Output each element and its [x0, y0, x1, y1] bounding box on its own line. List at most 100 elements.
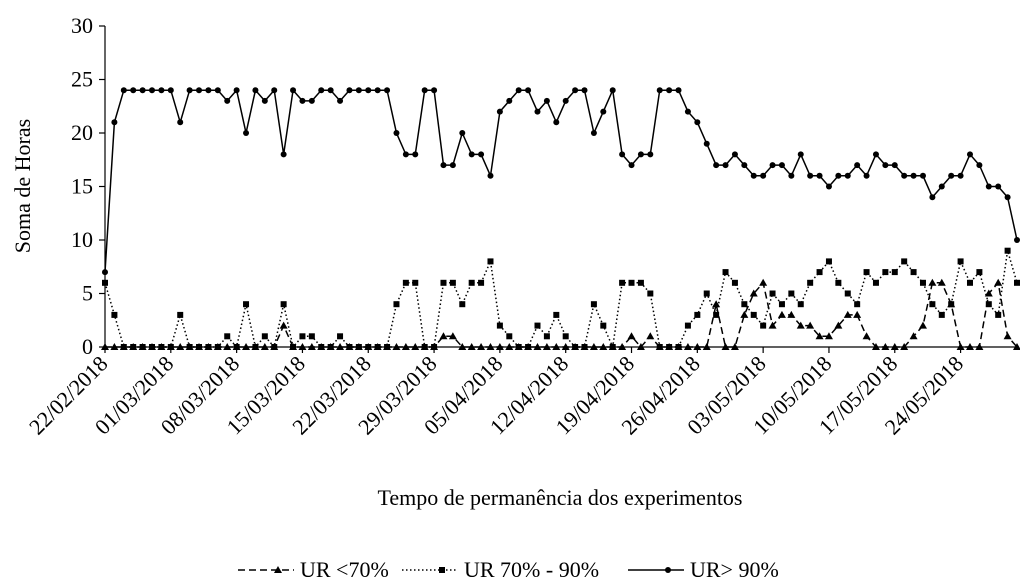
point	[938, 311, 945, 318]
point	[966, 151, 973, 158]
point	[796, 321, 805, 329]
point	[562, 97, 569, 104]
point	[260, 343, 269, 350]
point	[158, 344, 165, 350]
point	[891, 162, 898, 169]
point	[844, 290, 851, 297]
point	[882, 162, 889, 169]
point	[749, 289, 758, 297]
point	[534, 108, 541, 115]
point	[543, 333, 550, 340]
point	[853, 310, 862, 318]
point	[656, 87, 663, 94]
point	[572, 87, 579, 94]
point	[778, 301, 785, 308]
point	[177, 311, 184, 318]
point	[985, 301, 992, 308]
point	[872, 279, 879, 286]
point	[702, 343, 711, 350]
point	[411, 343, 420, 350]
point	[252, 87, 259, 94]
point	[797, 151, 804, 158]
legend-label: UR> 90%	[690, 557, 779, 582]
point	[505, 343, 514, 350]
point	[299, 333, 306, 340]
point	[619, 151, 626, 158]
point	[965, 343, 974, 350]
point	[572, 344, 579, 350]
point	[431, 87, 438, 94]
point	[994, 278, 1003, 286]
point	[901, 258, 908, 265]
point	[909, 332, 918, 340]
point	[495, 343, 504, 350]
point	[675, 87, 682, 94]
y-tick-label: 5	[82, 281, 93, 306]
point	[646, 332, 655, 340]
point	[515, 87, 522, 94]
point	[703, 140, 710, 147]
point	[975, 343, 984, 350]
point	[177, 119, 184, 126]
point	[1003, 332, 1012, 340]
point	[1004, 194, 1011, 201]
point	[176, 343, 185, 350]
point	[825, 258, 832, 265]
point	[111, 119, 118, 126]
point	[327, 87, 334, 94]
point	[807, 172, 814, 179]
point	[807, 279, 814, 286]
point	[214, 344, 221, 350]
point	[120, 87, 127, 94]
point	[243, 130, 250, 136]
point	[637, 151, 644, 158]
point	[759, 278, 768, 286]
point	[205, 87, 212, 94]
point	[337, 97, 344, 104]
point	[525, 344, 532, 350]
point	[843, 310, 852, 318]
point	[561, 343, 570, 350]
point	[824, 332, 833, 340]
point	[318, 87, 325, 94]
point	[956, 343, 965, 350]
series-line	[105, 281, 1018, 349]
point	[449, 162, 456, 169]
point	[402, 279, 409, 286]
point	[233, 344, 240, 350]
point	[722, 162, 729, 169]
point	[308, 97, 315, 104]
point	[750, 172, 757, 179]
point	[478, 151, 485, 158]
point	[467, 343, 476, 350]
point	[365, 344, 372, 350]
point	[431, 344, 438, 350]
point	[722, 269, 729, 276]
x-axis-label: Tempo de permanência dos experimentos	[378, 485, 743, 510]
point	[487, 172, 494, 179]
point	[459, 130, 466, 136]
y-axis-label: Soma de Horas	[10, 119, 35, 253]
point	[120, 344, 127, 350]
point	[600, 108, 607, 115]
point	[468, 279, 475, 286]
point	[1004, 247, 1011, 254]
point	[609, 87, 616, 94]
point	[298, 343, 307, 350]
point	[693, 343, 702, 350]
point	[477, 343, 486, 350]
point	[589, 343, 598, 350]
point	[252, 344, 259, 350]
point	[995, 311, 1002, 318]
point	[768, 321, 777, 329]
point	[835, 172, 842, 179]
point	[130, 87, 137, 94]
point	[882, 269, 889, 276]
point	[242, 343, 251, 350]
point	[683, 343, 692, 350]
point	[233, 87, 240, 94]
point	[327, 344, 334, 350]
point	[487, 258, 494, 265]
point	[421, 87, 428, 94]
point	[618, 343, 627, 350]
